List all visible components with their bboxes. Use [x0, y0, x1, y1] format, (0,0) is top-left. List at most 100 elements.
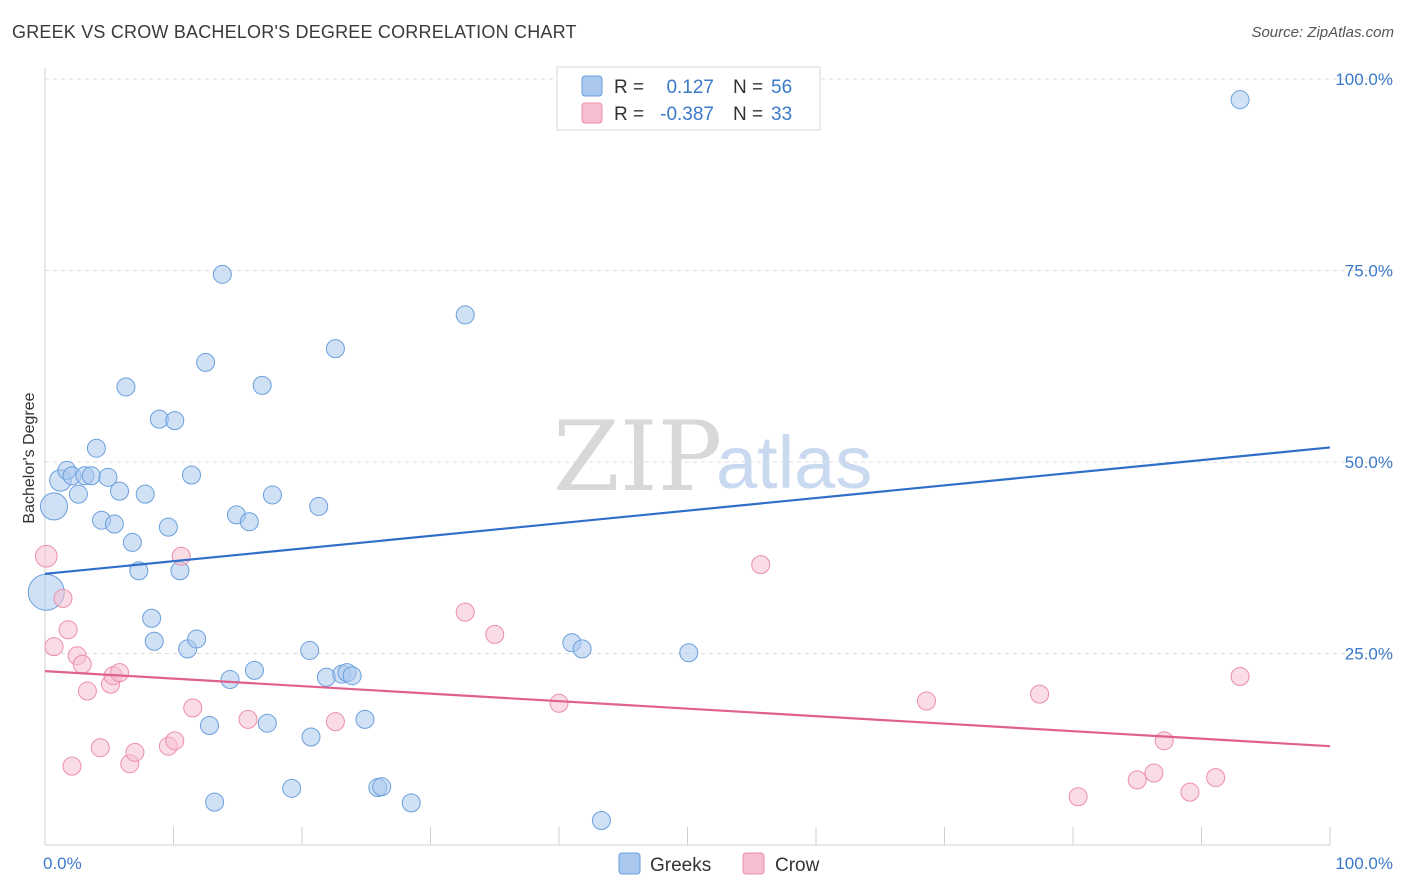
greeks-point	[110, 481, 130, 501]
greeks-point	[282, 778, 302, 798]
y-tick-label: 25.0%	[1345, 645, 1393, 664]
crow-trend-line	[44, 670, 1331, 748]
crow-point	[751, 555, 771, 575]
crow-points	[34, 544, 1250, 807]
watermark-zip: ZIP	[553, 401, 722, 513]
crow-point	[72, 654, 92, 674]
crow-point	[1230, 666, 1250, 686]
greeks-point	[572, 639, 592, 659]
greeks-point	[68, 484, 88, 504]
tick-labels: 25.0% 50.0% 75.0% 100.0% 0.0% 100.0%	[43, 70, 1393, 873]
x-tick-label: 0.0%	[43, 854, 82, 873]
crow-point	[325, 712, 345, 732]
greeks-point	[86, 438, 106, 458]
crow-point	[549, 693, 569, 713]
crow-point	[917, 691, 937, 711]
bottom-legend-label-greeks: Greeks	[650, 855, 711, 876]
greeks-point	[144, 631, 164, 651]
legend-n-label: N =	[733, 77, 763, 98]
greeks-point	[1230, 90, 1250, 110]
legend-box: R = 0.127 N = 56 R = -0.387 N = 33	[556, 66, 821, 131]
greeks-point	[187, 629, 207, 649]
greeks-point	[262, 485, 282, 505]
crow-point	[34, 544, 58, 568]
greeks-point	[39, 492, 68, 521]
crow-point	[77, 681, 97, 701]
trend-lines	[44, 446, 1331, 748]
greeks-point	[98, 467, 118, 487]
greeks-point	[181, 465, 201, 485]
crow-point	[1180, 782, 1200, 802]
greeks-point	[104, 514, 124, 534]
greeks-points	[27, 69, 1250, 830]
crow-point	[455, 602, 475, 622]
crow-point	[171, 546, 191, 566]
source-label: Source: ZipAtlas.com	[1251, 24, 1394, 41]
crow-point	[1068, 787, 1088, 807]
greeks-point	[196, 352, 216, 372]
chart-title: GREEK VS CROW BACHELOR'S DEGREE CORRELAT…	[12, 22, 577, 42]
y-tick-label: 100.0%	[1335, 70, 1393, 89]
greeks-point	[135, 484, 155, 504]
greeks-point	[239, 512, 259, 532]
greeks-trend-line	[44, 446, 1331, 575]
bottom-legend-swatch-crow	[742, 852, 765, 875]
bottom-legend-swatch-greeks	[618, 852, 641, 875]
legend-r-label: R =	[614, 77, 644, 98]
greeks-point	[205, 792, 225, 812]
greeks-point	[591, 810, 611, 830]
x-tick-label: 100.0%	[1335, 854, 1393, 873]
greeks-point	[244, 660, 264, 680]
greeks-point	[300, 640, 320, 660]
crow-point	[44, 637, 64, 657]
crow-point	[62, 756, 82, 776]
greeks-point	[142, 608, 162, 628]
greeks-point	[212, 264, 232, 284]
bottom-legend: Greeks Crow	[618, 852, 820, 876]
crow-point	[1127, 770, 1147, 790]
crow-point	[1206, 768, 1226, 788]
greeks-point	[355, 709, 375, 729]
greeks-point	[129, 561, 149, 581]
y-tick-label: 50.0%	[1345, 453, 1393, 472]
gridlines	[45, 78, 1392, 654]
crow-point	[238, 709, 258, 729]
greeks-point	[455, 305, 475, 325]
greeks-point	[309, 496, 329, 516]
y-axis-label: Bachelor's Degree	[21, 392, 38, 523]
crow-point	[110, 663, 130, 683]
crow-point	[183, 698, 203, 718]
greeks-point	[679, 643, 699, 663]
crow-point	[58, 620, 78, 640]
legend-r-label: R =	[614, 104, 644, 125]
greeks-point	[342, 666, 362, 686]
greeks-point	[372, 777, 392, 797]
crow-point	[1144, 763, 1164, 783]
y-tick-label: 75.0%	[1345, 262, 1393, 281]
greeks-point	[199, 716, 219, 736]
legend-n-value: 33	[771, 104, 792, 125]
legend-r-value: -0.387	[660, 104, 714, 125]
greeks-point	[220, 670, 240, 690]
greeks-point	[325, 339, 345, 359]
greeks-point	[116, 377, 136, 397]
greeks-point	[257, 713, 277, 733]
greeks-point	[122, 532, 142, 552]
crow-point	[125, 742, 145, 762]
crow-point	[1030, 684, 1050, 704]
legend-r-value: 0.127	[666, 77, 714, 98]
crow-point	[90, 738, 110, 758]
bottom-legend-label-crow: Crow	[775, 855, 820, 876]
greeks-point	[165, 411, 185, 431]
crow-point	[165, 731, 185, 751]
crow-point	[53, 588, 73, 608]
axes	[44, 68, 1331, 846]
greeks-point	[316, 667, 336, 687]
crow-point	[1154, 731, 1174, 751]
greeks-point	[252, 375, 272, 395]
greeks-point	[401, 793, 421, 813]
legend-n-label: N =	[733, 104, 763, 125]
greeks-point	[81, 466, 101, 486]
legend-swatch-crow	[581, 102, 603, 124]
